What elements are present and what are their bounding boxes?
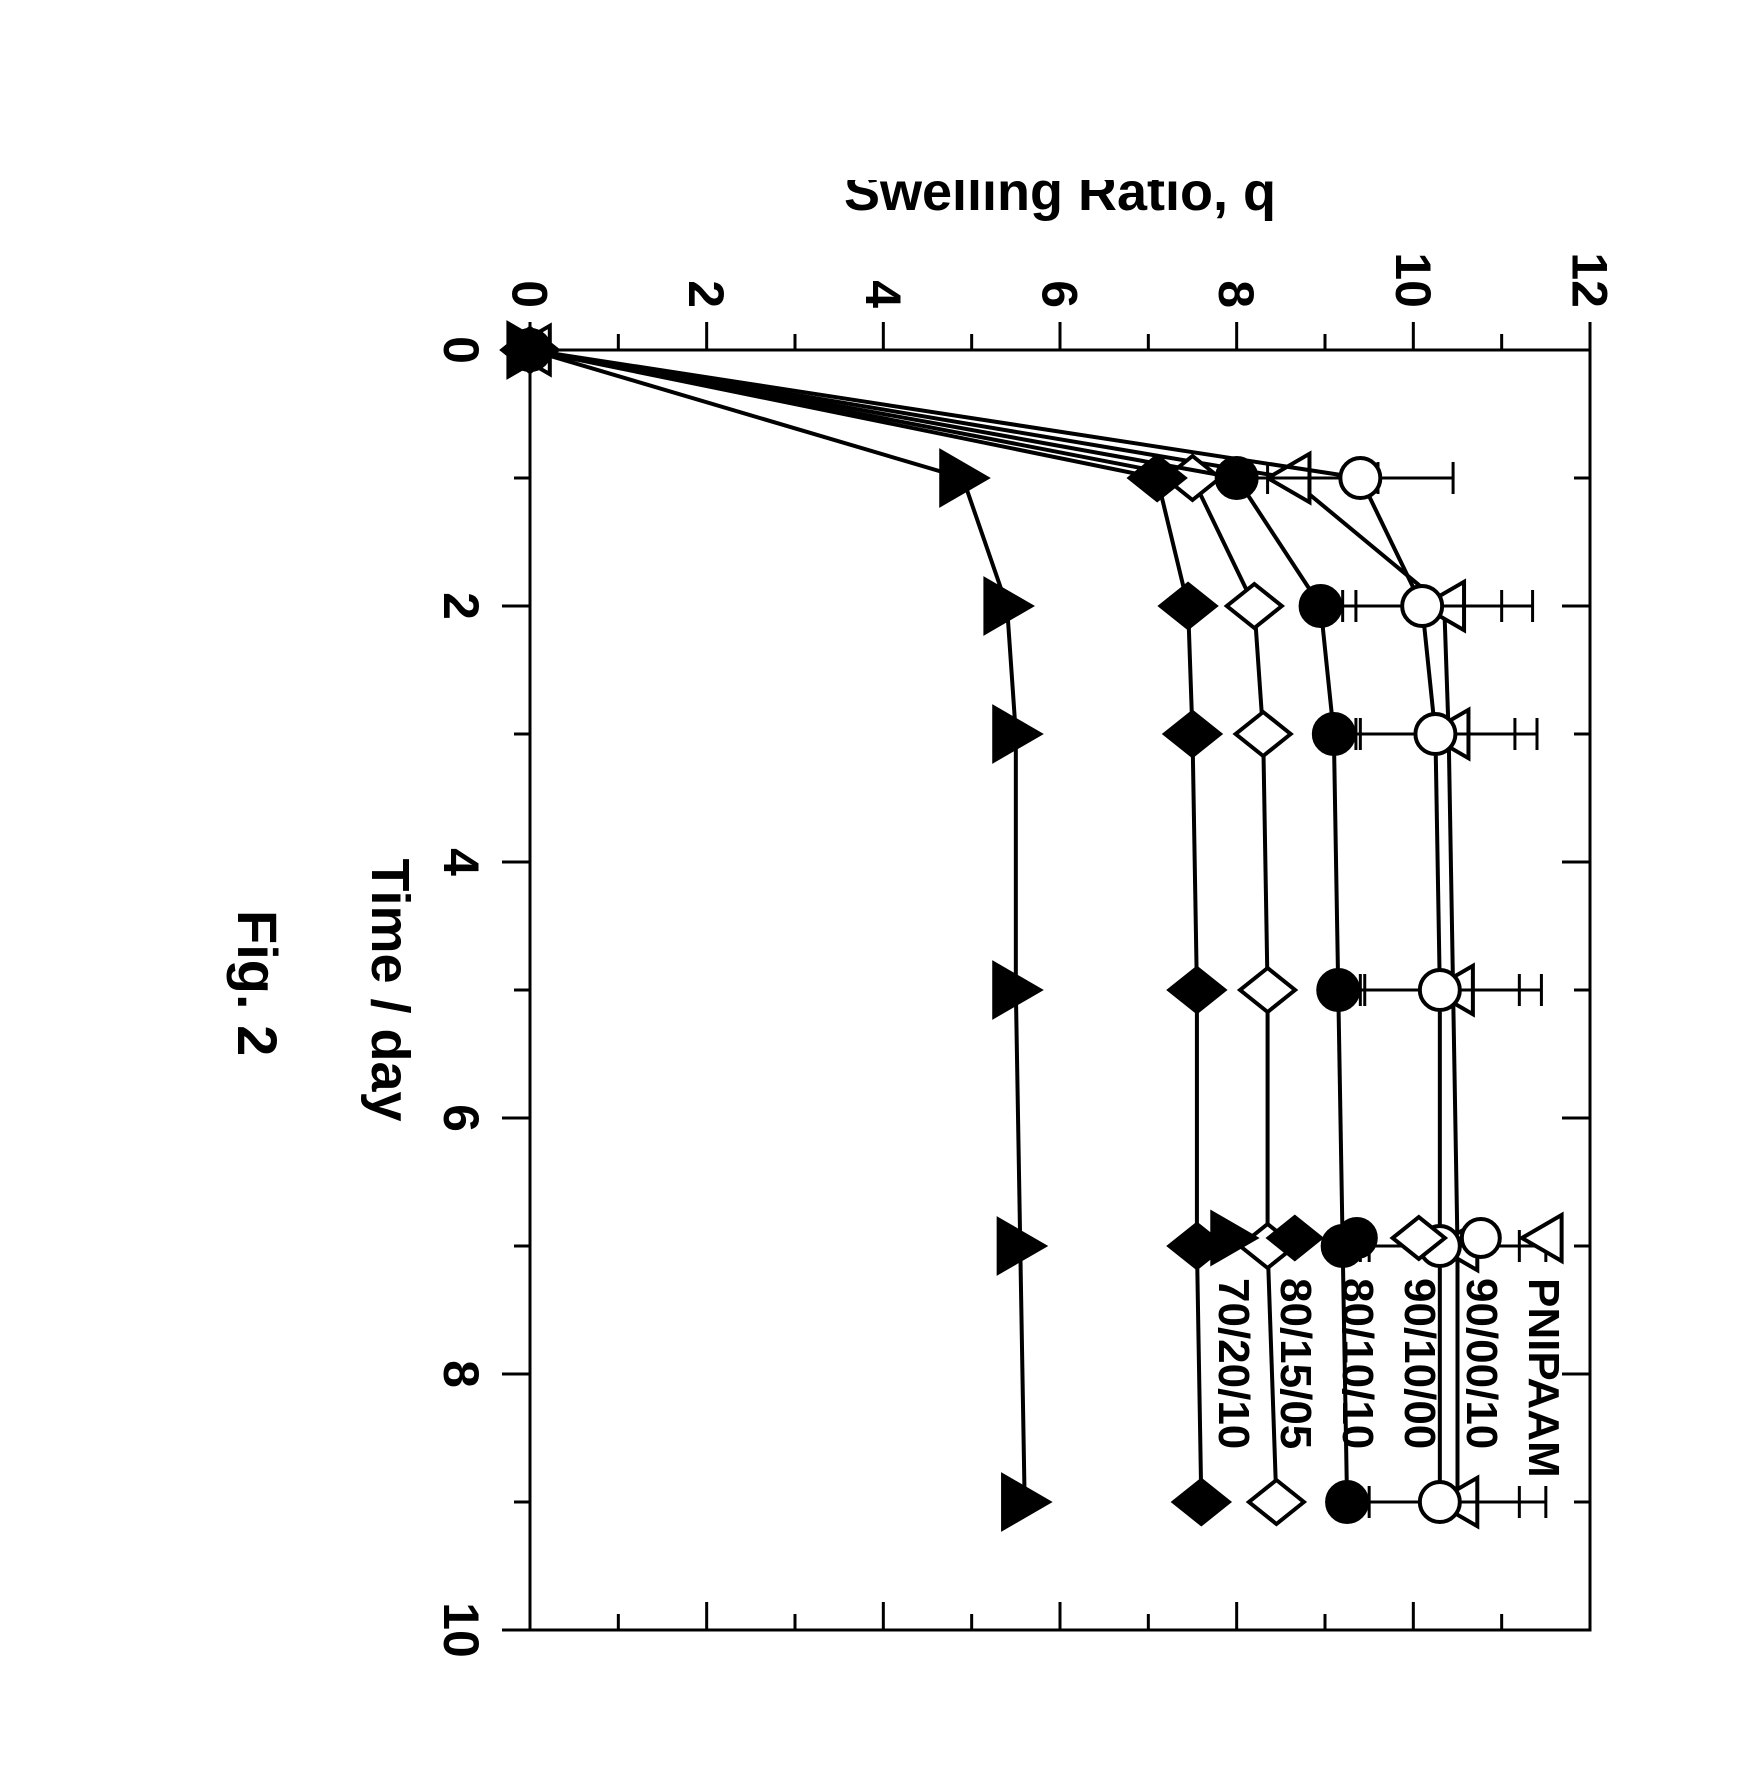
svg-text:6: 6 (433, 1104, 489, 1132)
svg-text:12: 12 (1562, 252, 1618, 308)
svg-text:8: 8 (433, 1360, 489, 1388)
svg-text:90/00/10: 90/00/10 (1457, 1278, 1506, 1449)
rotated-figure-container: 0 2 4 6 8 10 0 2 4 6 8 10 12 Time / day Swelling Ratio… (0, 0, 1750, 1776)
svg-text:PNIPAAM: PNIPAAM (1519, 1278, 1568, 1478)
svg-text:4: 4 (433, 848, 489, 876)
svg-text:80/10/10: 80/10/10 (1333, 1278, 1382, 1449)
svg-text:Time / day: Time / day (360, 858, 420, 1121)
svg-text:6: 6 (1032, 280, 1088, 308)
svg-text:0: 0 (433, 336, 489, 364)
svg-text:2: 2 (433, 592, 489, 620)
figure-caption: Fig. 2 (225, 910, 290, 1056)
svg-text:4: 4 (855, 280, 911, 308)
svg-text:70/20/10: 70/20/10 (1209, 1278, 1258, 1449)
svg-text:Swelling Ratio, q: Swelling Ratio, q (844, 180, 1276, 222)
svg-text:0: 0 (502, 280, 558, 308)
svg-text:10: 10 (1385, 252, 1441, 308)
svg-text:80/15/05: 80/15/05 (1271, 1278, 1320, 1449)
swelling-ratio-chart: 0 2 4 6 8 10 0 2 4 6 8 10 12 Time / day Swelling Ratio… (360, 180, 1630, 1670)
svg-text:8: 8 (1208, 280, 1264, 308)
svg-text:10: 10 (433, 1602, 489, 1658)
svg-text:2: 2 (678, 280, 734, 308)
svg-text:90/10/00: 90/10/00 (1395, 1278, 1444, 1449)
chart-wrap: 0 2 4 6 8 10 0 2 4 6 8 10 12 Time / day Swelling Ratio… (355, 180, 1630, 1670)
